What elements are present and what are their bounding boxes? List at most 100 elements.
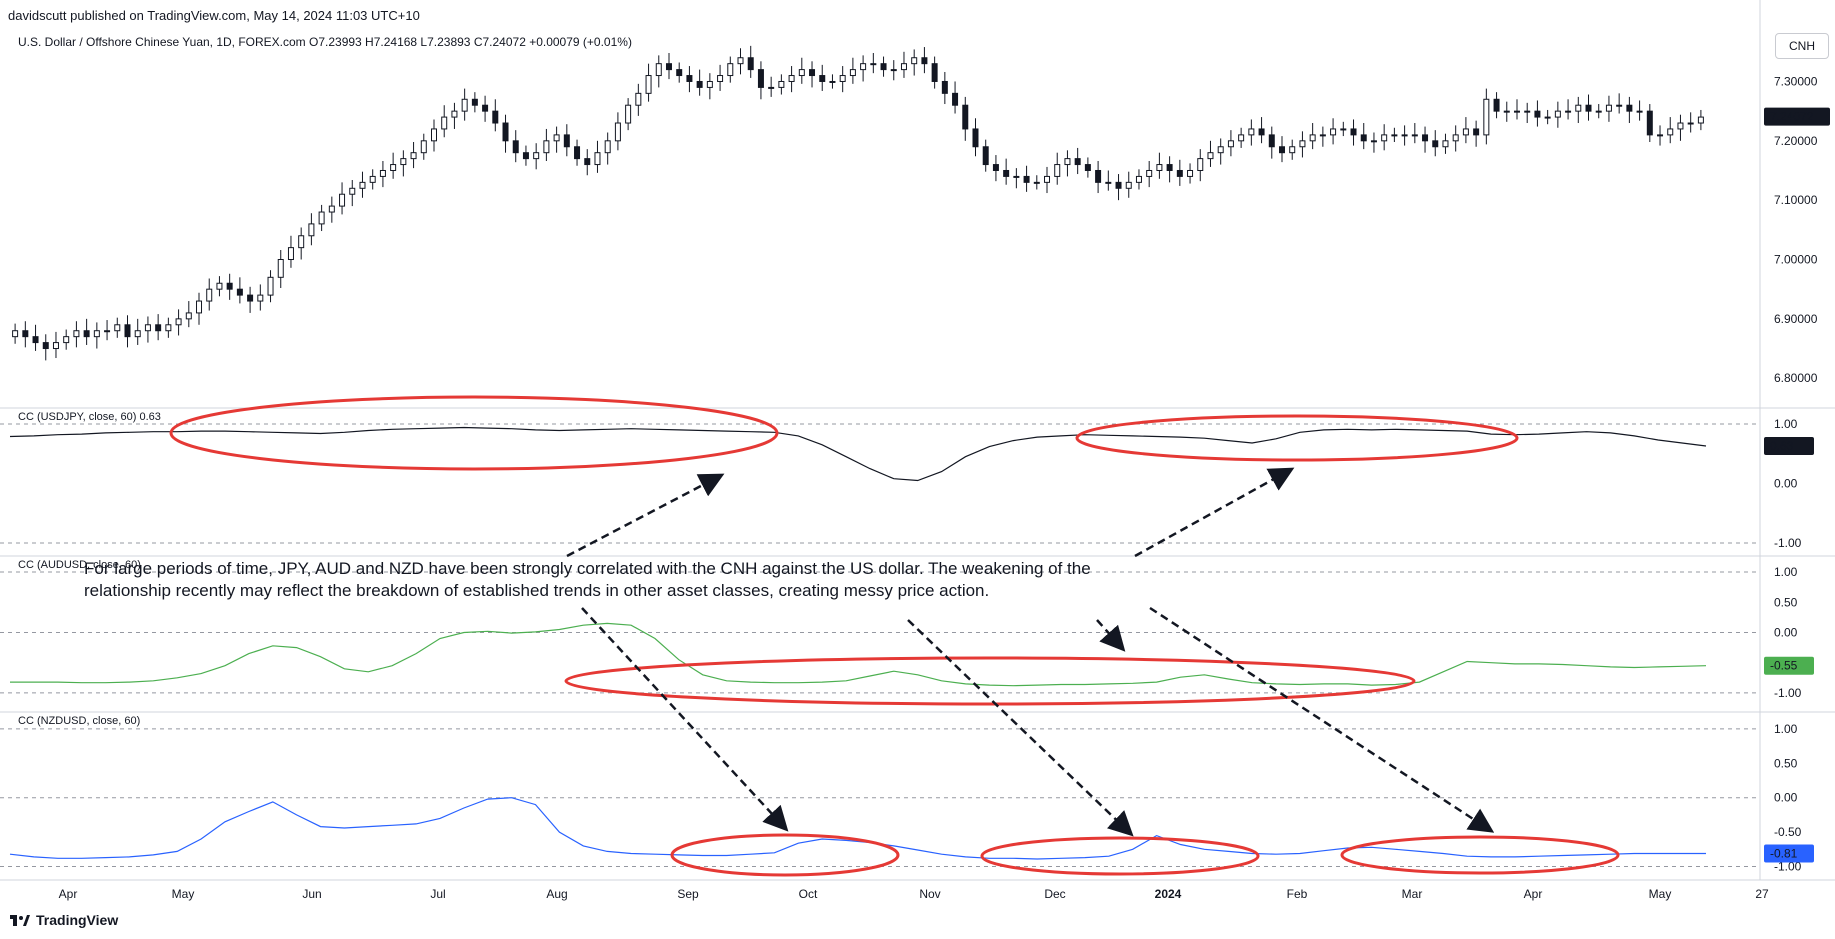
time-tick-label: Mar <box>1402 887 1423 901</box>
candle-body <box>1156 164 1163 171</box>
indicator-tick-label: -1.00 <box>1774 860 1802 874</box>
brand-footer[interactable]: TradingView <box>10 912 118 928</box>
candle-body <box>1513 110 1520 113</box>
candle-body <box>1575 104 1582 112</box>
candle-body <box>308 223 315 237</box>
candle-body <box>134 330 141 338</box>
candle-body <box>1483 98 1490 136</box>
indicator-legend: CC (USDJPY, close, 60) 0.63 <box>18 411 161 423</box>
candle-body <box>1422 134 1429 142</box>
time-tick-label: 27 <box>1755 887 1769 901</box>
candle-body <box>1585 104 1592 112</box>
candle-body <box>1268 134 1275 148</box>
price-tick-label: 7.20000 <box>1774 134 1818 148</box>
candle-body <box>1003 169 1010 177</box>
candle-body <box>1401 134 1408 137</box>
candle-body <box>1391 134 1398 137</box>
candle-body <box>22 330 29 338</box>
time-tick-label: Oct <box>799 887 818 901</box>
candle-body <box>1350 128 1357 136</box>
highlight-ellipse <box>1340 835 1620 875</box>
candle-body <box>1534 110 1541 118</box>
time-tick-label: Jun <box>302 887 321 901</box>
candle-body <box>1616 104 1623 107</box>
candle-body <box>155 324 162 332</box>
candle-body <box>1605 104 1612 112</box>
candle-body <box>1289 146 1296 154</box>
candle-body <box>1432 140 1439 148</box>
highlight-ellipse <box>169 395 779 471</box>
candle-body <box>185 312 192 320</box>
candle-body <box>1135 175 1142 183</box>
price-tick-label: 7.30000 <box>1774 74 1818 88</box>
candle-body <box>604 140 611 154</box>
candle-body <box>1125 181 1132 189</box>
candle-body <box>1033 181 1040 184</box>
candle-body <box>594 152 601 166</box>
tradingview-logo-icon <box>10 915 30 926</box>
candle-body <box>533 152 540 160</box>
indicator-tick-label: 0.50 <box>1774 756 1798 770</box>
candle-body <box>1258 128 1265 136</box>
candle-body <box>829 80 836 83</box>
candle-body <box>1299 140 1306 148</box>
candle-body <box>42 342 49 350</box>
candle-body <box>992 164 999 171</box>
time-tick-label: Dec <box>1044 887 1065 901</box>
candle-body <box>512 140 519 154</box>
candle-body <box>104 330 111 333</box>
candle-body <box>1697 116 1704 124</box>
highlight-ellipse <box>670 833 900 877</box>
candle-body <box>1411 134 1418 137</box>
candle-body <box>1626 104 1633 112</box>
candle-body <box>1166 164 1173 171</box>
candle-body <box>73 330 80 338</box>
candle-body <box>972 128 979 148</box>
candle-body <box>798 69 805 77</box>
last-value-tag <box>1764 844 1814 863</box>
indicator-tick-label: 0.00 <box>1774 476 1798 490</box>
candle-body <box>451 110 458 118</box>
candle-body <box>1646 110 1653 136</box>
candle-body <box>727 63 734 77</box>
candle-body <box>584 158 591 166</box>
instrument-legend: U.S. Dollar / Offshore Chinese Yuan, 1D,… <box>18 35 632 49</box>
candle-body <box>1544 116 1551 119</box>
candle-body <box>788 75 795 82</box>
candle-body <box>1279 146 1285 154</box>
candle-body <box>1503 110 1510 113</box>
candle-body <box>880 63 887 71</box>
candle-body <box>175 318 182 326</box>
candle-body <box>1023 175 1030 183</box>
candle-body <box>144 324 151 332</box>
candle-body <box>1554 110 1561 118</box>
candle-body <box>1084 164 1091 171</box>
last-value-label: 0.63 <box>1770 439 1794 453</box>
correlation-line <box>9 797 1706 860</box>
candle-body <box>1636 110 1643 113</box>
indicator-tick-label: 0.00 <box>1774 791 1798 805</box>
candle-body <box>410 152 417 160</box>
candle-body <box>860 63 867 71</box>
candle-body <box>819 75 826 82</box>
candle-body <box>614 122 621 142</box>
candle-body <box>1442 140 1449 148</box>
time-tick-label: 2024 <box>1155 887 1182 901</box>
candle-body <box>1064 158 1071 166</box>
time-tick-label: Sep <box>677 887 699 901</box>
indicator-tick-label: -1.00 <box>1774 686 1802 700</box>
candle-body <box>216 282 223 290</box>
candle-body <box>1115 181 1122 189</box>
highlight-ellipse <box>980 836 1260 876</box>
currency-button[interactable]: CNH <box>1775 33 1829 59</box>
time-tick-label: May <box>172 887 195 901</box>
candle-body <box>114 324 121 332</box>
candle-body <box>441 116 448 130</box>
candle-body <box>32 336 39 344</box>
candle-body <box>931 63 938 82</box>
candle-body <box>1452 134 1459 142</box>
indicator-tick-label: 1.00 <box>1774 565 1798 579</box>
indicator-legend: CC (NZDUSD, close, 60) <box>18 715 140 727</box>
candle-body <box>757 69 764 88</box>
